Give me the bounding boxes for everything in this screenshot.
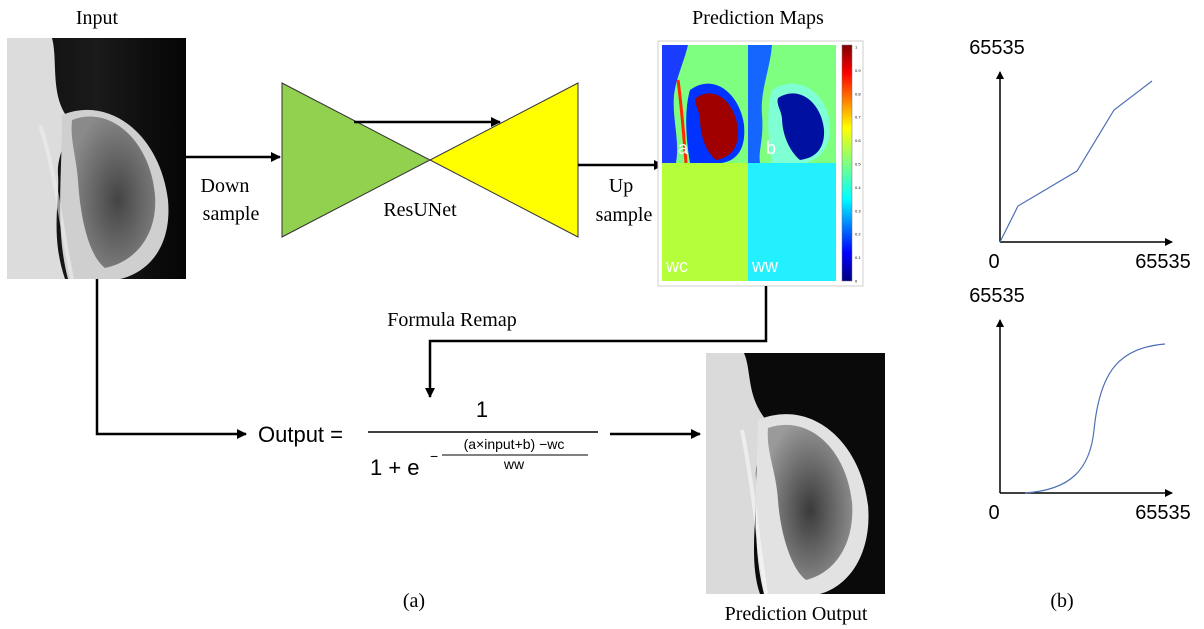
mapping-chart-top: 65535 0 65535 xyxy=(969,37,1191,273)
colorbar-ticks: 1 0.9 0.8 0.7 0.6 0.5 0.4 0.3 0.2 0.1 0 xyxy=(855,45,861,284)
sigmoid-curve xyxy=(1024,343,1166,494)
formula-numerator: 1 xyxy=(476,397,488,422)
map-b xyxy=(748,45,836,163)
bottom-chart-y-max-label: 65535 xyxy=(969,285,1025,307)
formula-exponent-sign: − xyxy=(430,448,438,464)
input-label: Input xyxy=(76,7,119,29)
caption-a: (a) xyxy=(403,590,425,612)
colorbar-tick-label: 0.2 xyxy=(855,232,861,237)
colorbar-tick-label: 0.7 xyxy=(855,115,861,120)
colorbar-tick-label: 0.4 xyxy=(855,185,861,190)
up-sample-label-2: sample xyxy=(596,204,653,226)
caption-b: (b) xyxy=(1050,590,1073,612)
colorbar-tick-label: 0.5 xyxy=(855,162,861,167)
up-sample-label-1: Up xyxy=(609,175,633,197)
colorbar-tick-label: 0.8 xyxy=(855,91,861,96)
prediction-maps-title: Prediction Maps xyxy=(692,7,824,29)
map-ww xyxy=(748,163,836,281)
colorbar-tick-label: 0.9 xyxy=(855,68,861,73)
input-xray-image xyxy=(7,38,186,280)
formula-denominator-base: 1 + e xyxy=(370,455,420,480)
colorbar-tick-label: 0 xyxy=(855,279,858,284)
map-wc xyxy=(662,163,748,281)
bottom-chart-x-max-label: 65535 xyxy=(1135,502,1191,524)
colorbar-tick-label: 0.3 xyxy=(855,208,861,213)
top-chart-x-max-label: 65535 xyxy=(1135,251,1191,273)
formula-remap-arrow xyxy=(425,286,768,398)
formula-exponent-numerator: (a×input+b) −wc xyxy=(464,436,565,452)
colorbar xyxy=(841,44,853,282)
map-a xyxy=(662,45,748,164)
bottom-chart-origin-label: 0 xyxy=(988,502,999,524)
output-formula: Output = 1 1 + e − (a×input+b) −wc ww xyxy=(258,397,598,480)
map-label-a: a xyxy=(678,138,689,158)
resunet-label: ResUNet xyxy=(383,199,457,221)
formula-lhs: Output = xyxy=(258,422,343,447)
prediction-output-label: Prediction Output xyxy=(725,603,868,625)
map-label-ww: ww xyxy=(751,256,779,276)
top-chart-y-max-label: 65535 xyxy=(969,37,1025,59)
arrow-input-to-formula xyxy=(95,279,247,439)
colorbar-tick-label: 0.1 xyxy=(855,255,861,260)
down-sample-label-2: sample xyxy=(203,203,260,225)
prediction-maps-image: 1 0.9 0.8 0.7 0.6 0.5 0.4 0.3 0.2 0.1 0 a b wc ww xyxy=(657,40,864,287)
piecewise-linear-curve xyxy=(999,80,1153,243)
colorbar-tick-label: 1 xyxy=(855,45,858,50)
down-sample-label-1: Down xyxy=(201,175,250,197)
formula-exponent-denominator: ww xyxy=(503,456,525,472)
colorbar-tick-label: 0.6 xyxy=(855,138,861,143)
map-label-b: b xyxy=(766,138,776,158)
top-chart-origin-label: 0 xyxy=(988,251,999,273)
mapping-chart-bottom: 65535 0 65535 xyxy=(969,285,1191,524)
formula-remap-label: Formula Remap xyxy=(387,309,516,331)
map-label-wc: wc xyxy=(665,256,688,276)
decoder-triangle xyxy=(428,82,579,238)
prediction-output-image xyxy=(706,353,885,595)
